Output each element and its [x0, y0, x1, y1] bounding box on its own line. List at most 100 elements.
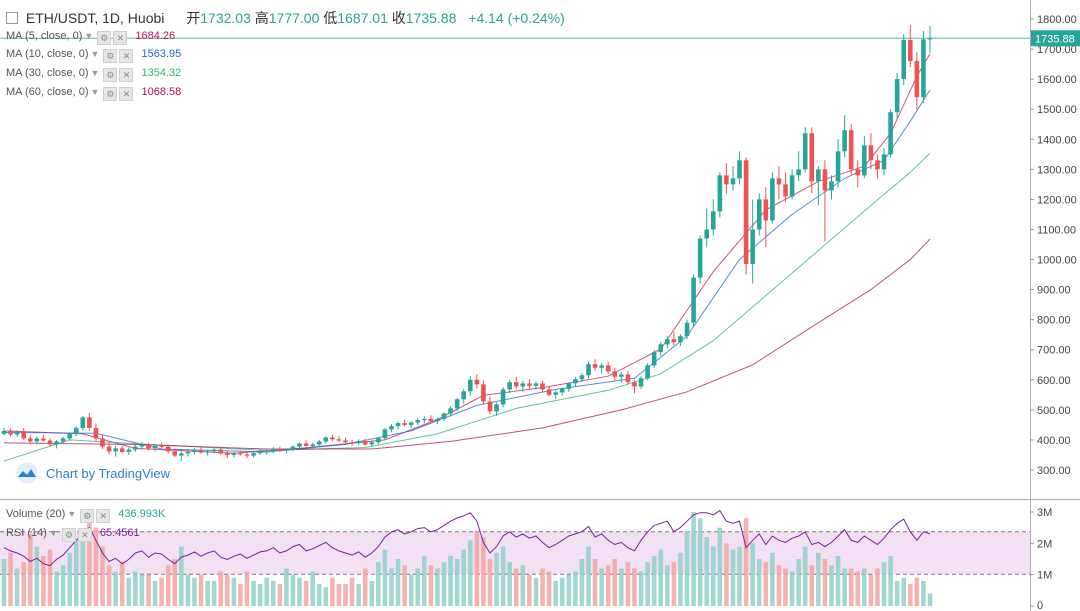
close-icon[interactable]: ✕ — [113, 31, 128, 45]
candle-down — [527, 383, 532, 386]
volume-bar — [284, 568, 289, 606]
settings-gear-icon[interactable]: ⚙ — [80, 509, 95, 523]
volume-bar — [802, 546, 808, 606]
candle-down — [907, 40, 913, 62]
volume-bars-group — [1, 512, 933, 606]
indicator-ma30[interactable]: MA (30, close, 0) ▼ ⚙ ✕ 1354.32 — [6, 67, 181, 82]
candle-up — [441, 413, 447, 419]
settings-gear-icon[interactable]: ⚙ — [61, 528, 76, 542]
dropdown-arrow-icon[interactable]: ▼ — [48, 528, 58, 538]
candle-up — [842, 130, 847, 152]
candle-down — [546, 389, 552, 395]
candle-down — [159, 445, 164, 447]
volume-bar — [461, 549, 467, 606]
rsi-line-group — [3, 509, 931, 567]
candle-up — [750, 229, 755, 265]
volume-bar — [533, 577, 539, 606]
price-tick-label: 300.00 — [1037, 465, 1071, 477]
candle-up — [297, 443, 302, 447]
volume-bar — [257, 584, 263, 606]
close-icon[interactable]: ✕ — [119, 87, 134, 101]
indicator-value: 1563.95 — [141, 48, 182, 60]
candle-up — [835, 151, 841, 182]
indicator-ma5[interactable]: MA (5, close, 0) ▼ ⚙ ✕ 1684.26 — [6, 30, 175, 45]
candle-up — [730, 178, 736, 185]
volume-bar — [763, 562, 769, 606]
settings-gear-icon[interactable]: ⚙ — [97, 31, 112, 45]
candle-up — [691, 277, 696, 323]
volume-bar — [835, 555, 841, 606]
indicator-value: 436.993K — [118, 508, 166, 520]
tradingview-branding[interactable]: Chart by TradingView — [14, 462, 170, 484]
dropdown-arrow-icon[interactable]: ▼ — [90, 87, 100, 97]
indicator-volume[interactable]: Volume (20) ▼ ⚙ ✕ 436.993K — [6, 508, 165, 523]
dropdown-arrow-icon[interactable]: ▼ — [67, 509, 77, 519]
candle-down — [224, 453, 230, 455]
settings-gear-icon[interactable]: ⚙ — [103, 68, 118, 82]
volume-bar — [100, 546, 105, 606]
volume-bar — [356, 584, 361, 606]
volume-bar — [914, 577, 920, 606]
close-icon[interactable]: ✕ — [119, 68, 134, 82]
low-label: 低 — [323, 10, 338, 26]
candle-up — [500, 389, 506, 405]
close-icon[interactable]: ✕ — [77, 528, 92, 542]
indicator-label: Volume (20) — [6, 508, 66, 520]
price-axis[interactable]: 300.00 400.00 500.00 600.00 700.00 800.00 900.… — [1030, 14, 1080, 477]
volume-bar — [816, 552, 821, 606]
indicator-ma10[interactable]: MA (10, close, 0) ▼ ⚙ ✕ 1563.95 — [6, 48, 181, 63]
volume-bar — [717, 527, 723, 606]
candle-up — [73, 427, 79, 434]
volume-bar — [809, 565, 815, 606]
volume-bar — [494, 552, 499, 606]
volume-bar — [67, 552, 72, 606]
candle-down — [513, 382, 519, 387]
candle-up — [756, 199, 762, 230]
volume-bar — [73, 540, 79, 606]
candle-up — [448, 408, 453, 414]
candle-up — [323, 437, 329, 442]
volume-tick-label: 3M — [1037, 507, 1052, 519]
indicator-ma60[interactable]: MA (60, close, 0) ▼ ⚙ ✕ 1068.58 — [6, 86, 181, 101]
volume-bar — [704, 537, 710, 606]
volume-bar — [93, 527, 99, 606]
volume-bar — [198, 574, 204, 606]
candle-up — [139, 444, 145, 447]
dropdown-arrow-icon[interactable]: ▼ — [84, 31, 94, 41]
candle-up — [310, 444, 315, 446]
volume-bar — [41, 555, 46, 606]
volume-bar — [513, 568, 519, 606]
candle-up — [737, 160, 742, 179]
candle-up — [573, 379, 578, 384]
volume-bar — [146, 574, 151, 606]
dropdown-arrow-icon[interactable]: ▼ — [90, 68, 100, 78]
volume-axis[interactable]: 0 1M 2M 3M — [1030, 507, 1052, 611]
settings-gear-icon[interactable]: ⚙ — [103, 87, 118, 101]
settings-gear-icon[interactable]: ⚙ — [103, 49, 118, 63]
close-icon[interactable]: ✕ — [119, 49, 134, 63]
indicator-rsi[interactable]: RSI (14) ▼ ⚙ ✕ 65.4561 — [6, 527, 140, 542]
candle-down — [93, 427, 99, 439]
candle-up — [658, 344, 664, 353]
volume-bar — [395, 559, 401, 606]
volume-bar — [710, 546, 716, 606]
volume-bar — [822, 559, 828, 606]
candle-up — [717, 175, 723, 212]
candle-down — [783, 184, 788, 197]
candle-down — [87, 417, 92, 428]
dropdown-arrow-icon[interactable]: ▼ — [90, 49, 100, 59]
candle-up — [60, 438, 66, 442]
volume-bar — [605, 565, 611, 606]
candle-up — [67, 433, 72, 439]
volume-bar — [487, 559, 493, 606]
volume-bar — [796, 559, 801, 606]
close-icon[interactable]: ✕ — [96, 509, 111, 523]
collapse-square-icon[interactable] — [6, 12, 18, 24]
volume-bar — [730, 549, 736, 606]
candle-up — [251, 453, 256, 456]
candle-down — [165, 446, 171, 452]
price-tick-label: 1800.00 — [1037, 14, 1077, 26]
volume-bar — [172, 559, 178, 606]
symbol-title[interactable]: ETH/USDT, 1D, Huobi — [25, 10, 165, 26]
